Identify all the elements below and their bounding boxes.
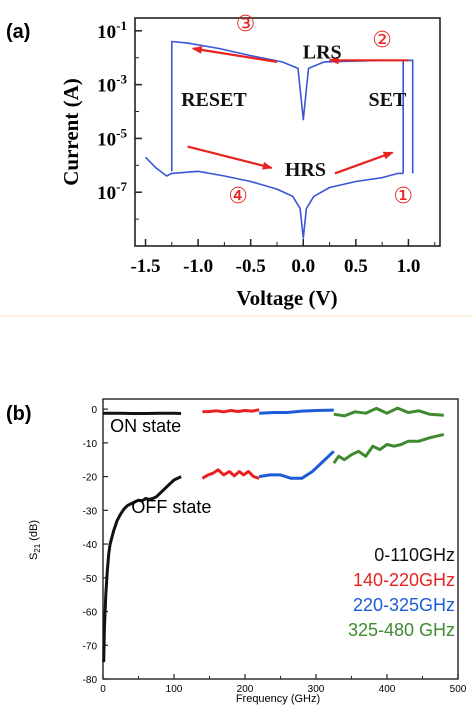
y-tick-label: -50 [83, 574, 98, 585]
legend-entry: 325-480 GHz [348, 620, 455, 640]
x-tick-label: 0.5 [344, 256, 368, 277]
state-annotation: OFF state [131, 497, 211, 517]
panel-a-curves [144, 40, 414, 239]
y-tick-exponent: -5 [116, 125, 127, 140]
s21-series [202, 408, 260, 414]
s21-series [201, 468, 260, 480]
panel-b-legend: 0-110GHz 140-220GHz 220-325GHz 325-480 GHz [348, 545, 455, 640]
x-tick-label: 0 [100, 684, 106, 695]
panel-a-ticks: -1.5 -1.0 -0.5 0.0 0.5 1.010-110-310-510-7 [97, 18, 436, 277]
y-tick-base: 10 [97, 183, 116, 204]
y-tick-label: 0 [91, 405, 97, 416]
direction-arrow [334, 151, 394, 175]
panel-b: (b) 0 100 200 300 400 500 0 -10 -20 -30 -40 -50 -60 -… [6, 398, 467, 705]
direction-arrow [187, 145, 273, 170]
legend-entry: 220-325GHz [353, 595, 455, 615]
x-tick-label: -1.0 [183, 256, 213, 277]
panel-b-annotations: ON state OFF state [110, 416, 211, 517]
s21-series [102, 475, 182, 663]
direction-arrow [191, 45, 278, 63]
state-label: RESET [181, 89, 247, 111]
panel-b-ylabel-unit: (dB) [28, 520, 40, 544]
s21-series [332, 432, 445, 464]
panel-a-label: (a) [6, 21, 30, 43]
iv-curve [402, 59, 414, 174]
step-number-label: ④ [228, 183, 248, 208]
x-tick-label: 400 [379, 684, 396, 695]
panel-a-plot-frame [134, 17, 441, 247]
y-tick-label: -30 [83, 506, 98, 517]
x-tick-label: -1.5 [130, 256, 160, 277]
y-tick-label: -20 [83, 473, 98, 484]
panel-b-ylabel: S21 (dB) [28, 520, 42, 560]
panel-a: (a) -1.5 -1.0 -0.5 0.0 0.5 1.010-110-310-510-… [0, 11, 472, 317]
legend-entry: 140-220GHz [353, 570, 455, 590]
panel-a-annotations: LRS RESET SET HRS ① ② ③ ④ [181, 11, 413, 208]
y-tick-exponent: -7 [116, 179, 127, 194]
x-tick-label: 500 [450, 684, 467, 695]
step-number-label: ③ [236, 11, 256, 36]
panel-b-ylabel-main: S [28, 553, 40, 560]
s21-series [259, 408, 334, 415]
x-tick-label: 200 [237, 684, 254, 695]
x-tick-label: 100 [166, 684, 183, 695]
state-label: SET [369, 89, 407, 111]
s21-series [333, 406, 444, 418]
iv-curve [144, 156, 404, 239]
step-number-label: ① [393, 183, 413, 208]
y-tick-label: -70 [83, 641, 98, 652]
panel-b-curves [102, 406, 445, 663]
y-tick-label: 10-1 [97, 18, 127, 43]
y-tick-exponent: -3 [116, 72, 127, 87]
panel-b-xlabel: Frequency (GHz) [236, 693, 320, 705]
panel-a-xlabel: Voltage (V) [236, 286, 337, 310]
state-label: HRS [285, 159, 326, 181]
y-tick-label: 10-7 [97, 179, 127, 204]
panel-b-ylabel-sub: 21 [33, 543, 42, 552]
state-label: LRS [303, 41, 342, 63]
x-tick-label: -0.5 [236, 256, 266, 277]
step-number-label: ② [372, 27, 392, 52]
y-tick-label: -10 [83, 439, 98, 450]
panel-a-arrows [187, 45, 409, 175]
y-tick-label: -80 [83, 675, 98, 686]
y-tick-base: 10 [97, 76, 116, 97]
y-tick-label: -60 [83, 608, 98, 619]
y-tick-label: -40 [83, 540, 98, 551]
panel-b-label: (b) [6, 403, 32, 425]
y-tick-exponent: -1 [116, 18, 127, 33]
legend-entry: 0-110GHz [374, 545, 455, 565]
panel-b-ticks: 0 100 200 300 400 500 0 -10 -20 -30 -40 -50 -60 -70 -8… [83, 405, 467, 695]
x-tick-label: 300 [308, 684, 325, 695]
y-tick-base: 10 [97, 22, 116, 43]
s21-series [258, 450, 335, 480]
x-tick-label: 1.0 [397, 256, 421, 277]
y-tick-label: 10-5 [97, 125, 127, 150]
y-tick-label: 10-3 [97, 72, 127, 97]
panel-a-ylabel: Current (A) [59, 78, 83, 186]
state-annotation: ON state [110, 416, 181, 436]
y-tick-base: 10 [97, 129, 116, 150]
x-tick-label: 0.0 [291, 256, 315, 277]
